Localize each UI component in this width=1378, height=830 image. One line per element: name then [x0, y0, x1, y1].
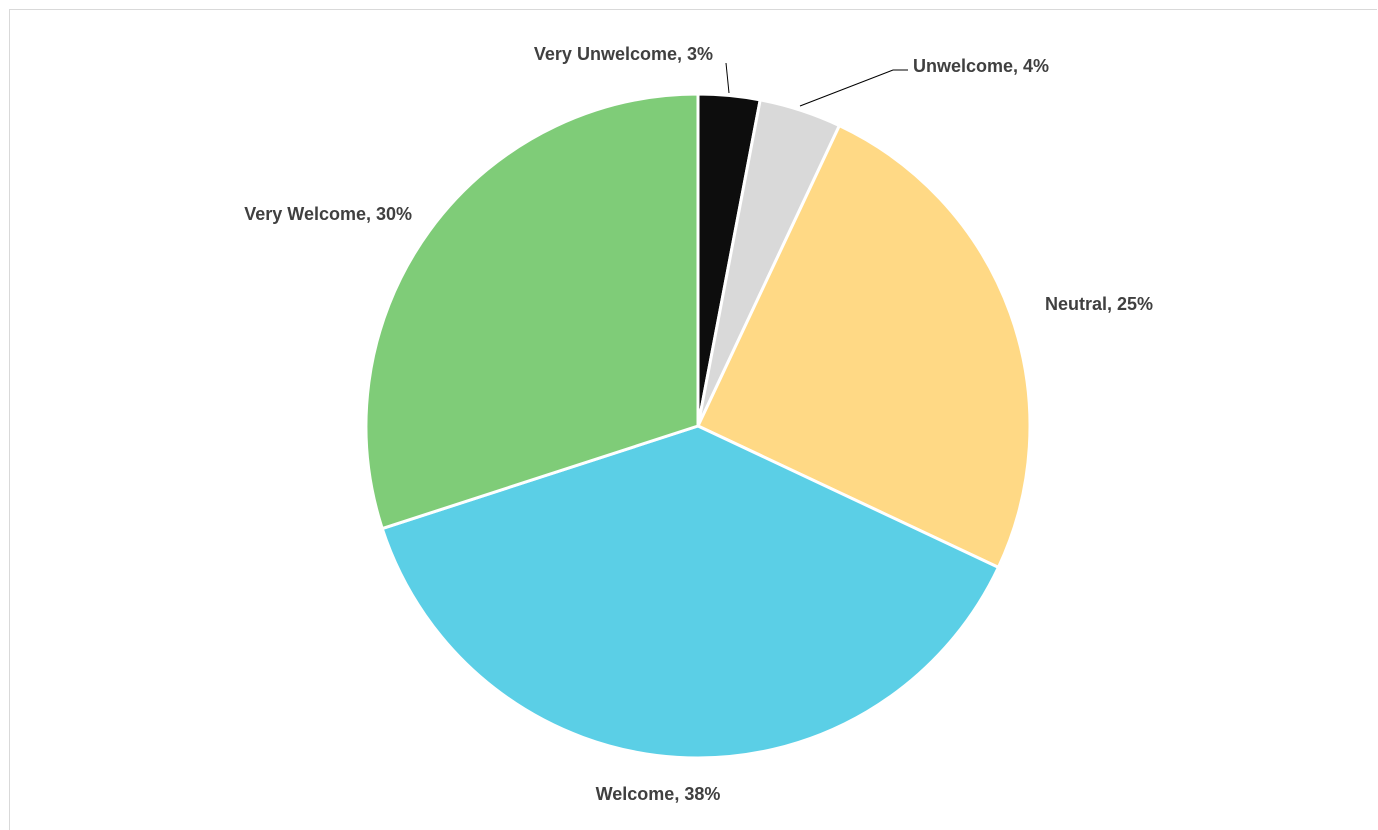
- slice-label-very-unwelcome: Very Unwelcome, 3%: [534, 44, 713, 64]
- pie-slice-welcome: [380, 424, 1000, 760]
- slice-label-welcome: Welcome, 38%: [596, 784, 721, 804]
- leader-line-very-unwelcome: [725, 62, 730, 94]
- slice-labels: Very Unwelcome, 3% Unwelcome, 4% Neutral, …: [244, 44, 1153, 804]
- pie-slice-very-welcome: [364, 92, 700, 531]
- leader-lines: [725, 62, 908, 107]
- slice-label-neutral: Neutral, 25%: [1045, 294, 1153, 314]
- pie-slice-neutral: [696, 124, 1032, 569]
- leader-line-unwelcome: [799, 69, 908, 107]
- slice-label-unwelcome: Unwelcome, 4%: [913, 56, 1049, 76]
- pie-slices: [364, 92, 1032, 760]
- slice-label-very-welcome: Very Welcome, 30%: [244, 204, 412, 224]
